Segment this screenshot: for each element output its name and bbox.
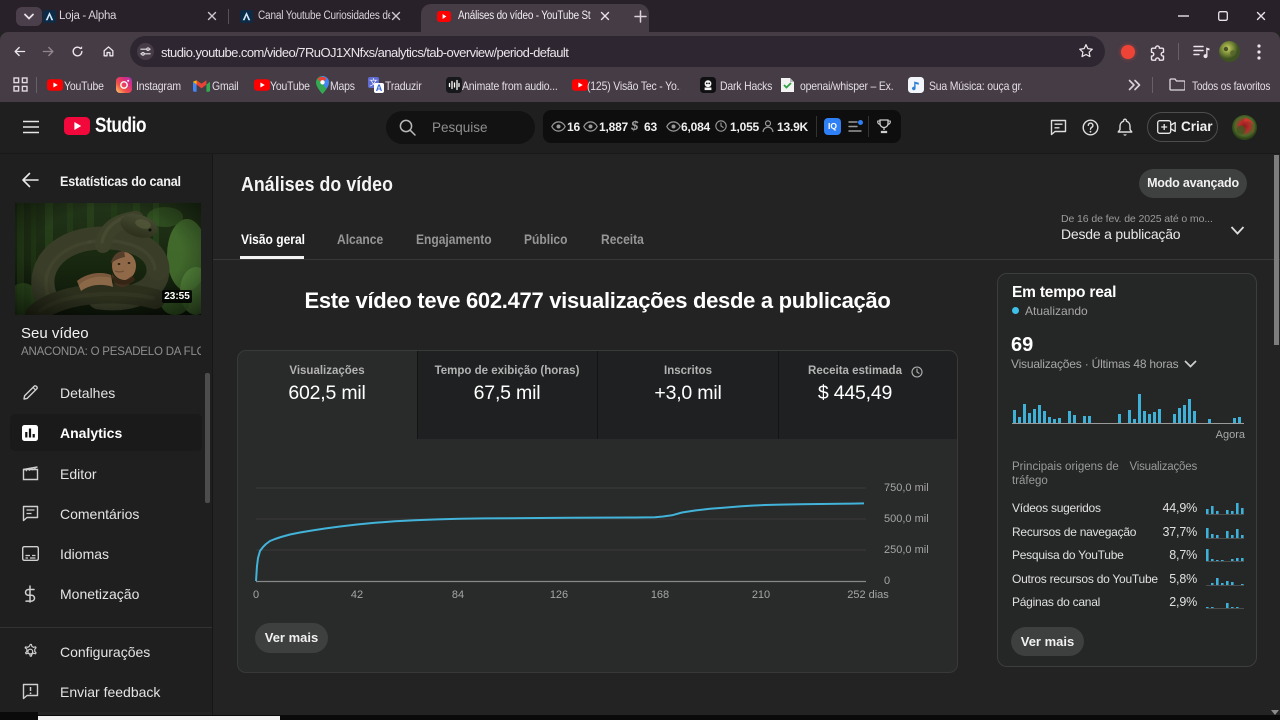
svg-text:文: 文: [369, 78, 378, 88]
svg-text:A: A: [376, 83, 383, 93]
